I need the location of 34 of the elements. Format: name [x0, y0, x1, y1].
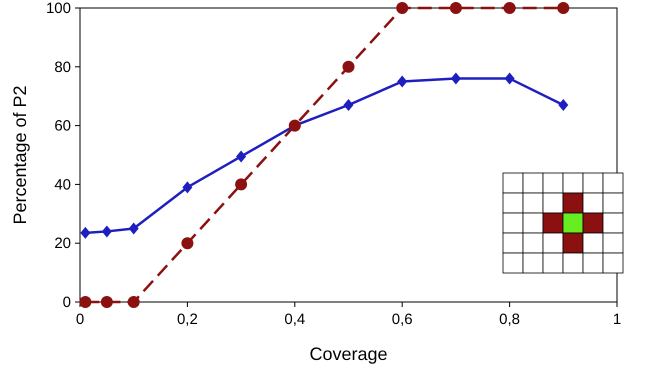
x-axis-title: Coverage: [309, 344, 388, 364]
point: [450, 2, 462, 14]
point: [100, 296, 113, 308]
x-tick-label: 0: [76, 311, 84, 328]
point: [504, 2, 516, 14]
y-axis-title: Percentage of P2: [10, 85, 30, 225]
x-tick-label: 1: [612, 311, 622, 328]
x-tick-label: 0,8: [499, 311, 520, 328]
point: [397, 76, 408, 88]
x-tick-label: 0,2: [176, 311, 198, 328]
point: [450, 72, 461, 85]
point: [557, 2, 570, 14]
point: [128, 296, 140, 308]
y-tick-label: 20: [54, 235, 71, 252]
point: [128, 222, 139, 234]
x-tick-label: 0,4: [284, 311, 306, 328]
y-tick-label: 0: [62, 294, 71, 311]
y-tick-label: 40: [54, 176, 71, 194]
point: [79, 296, 92, 308]
point: [344, 99, 354, 112]
y-tick-label: 60: [54, 118, 71, 135]
point: [80, 226, 90, 239]
point: [558, 99, 568, 112]
y-tick-label: 80: [54, 58, 71, 76]
point: [342, 60, 354, 73]
point: [236, 150, 246, 162]
point: [181, 237, 194, 250]
point: [102, 225, 112, 238]
point: [396, 2, 408, 14]
y-tick-label: 100: [46, 0, 71, 17]
point: [235, 178, 248, 190]
point: [182, 181, 192, 194]
point: [504, 72, 515, 85]
x-tick-label: 0,6: [392, 311, 413, 328]
